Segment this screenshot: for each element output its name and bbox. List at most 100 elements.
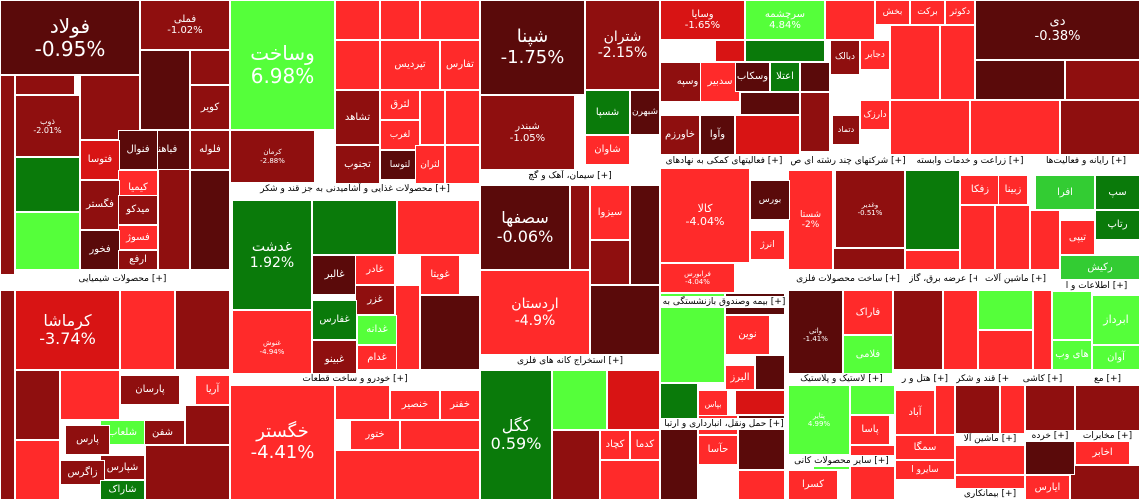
stock-tile[interactable]: اعتلا — [770, 62, 800, 92]
stock-tile[interactable]: فاراک — [843, 290, 893, 335]
treemap-cell[interactable] — [905, 250, 960, 270]
stock-tile[interactable]: غدام — [357, 345, 397, 370]
treemap-cell[interactable] — [335, 450, 480, 500]
treemap-cell[interactable] — [175, 290, 230, 370]
stock-tile[interactable]: ایارس — [1025, 475, 1070, 500]
stock-tile[interactable]: لثرق — [380, 90, 420, 120]
stock-tile[interactable]: نوین — [725, 315, 770, 355]
stock-tile[interactable]: حآسا — [698, 435, 738, 465]
stock-tile[interactable]: فسوژ — [118, 225, 158, 250]
stock-tile[interactable]: کرماشا -3.74% — [15, 290, 120, 370]
stock-tile[interactable]: سپ — [1095, 175, 1140, 210]
sector-header[interactable]: سایر محصولات کانی [+] — [788, 455, 895, 467]
sector-header[interactable]: ساخت محصولات فلزی [+] — [788, 273, 908, 285]
stock-tile[interactable]: فملی -1.02% — [140, 0, 230, 50]
stock-tile[interactable]: افرا — [1035, 175, 1095, 210]
treemap-cell[interactable] — [190, 50, 230, 85]
treemap-cell[interactable] — [1070, 465, 1140, 500]
treemap-cell[interactable] — [1025, 440, 1075, 475]
stock-tile[interactable]: پتاير 4.99% — [788, 385, 850, 455]
stock-tile[interactable]: پارس — [65, 425, 110, 455]
treemap-cell[interactable] — [955, 445, 1025, 475]
stock-tile[interactable]: بخش — [875, 0, 910, 25]
stock-tile[interactable]: ذوب -2.01% — [15, 95, 80, 157]
stock-tile[interactable]: تجنوب — [335, 145, 380, 185]
stock-tile[interactable]: دی -0.38% — [975, 0, 1140, 60]
treemap-cell[interactable] — [755, 355, 785, 390]
treemap-cell[interactable] — [15, 75, 75, 95]
treemap-cell[interactable] — [630, 185, 660, 285]
treemap-cell[interactable] — [60, 370, 120, 420]
treemap-cell[interactable] — [978, 330, 1033, 370]
treemap-cell[interactable] — [397, 200, 480, 255]
stock-tile[interactable]: اخابر — [1075, 440, 1130, 465]
stock-tile[interactable]: برکت — [910, 0, 945, 25]
stock-tile[interactable]: دکوثر — [945, 0, 975, 25]
treemap-cell[interactable] — [940, 25, 975, 100]
stock-tile[interactable]: دتماد — [832, 115, 860, 145]
treemap-cell[interactable] — [943, 290, 978, 370]
treemap-cell[interactable] — [600, 460, 660, 500]
stock-tile[interactable]: فرابورس -4.04% — [660, 263, 735, 293]
treemap-cell[interactable] — [833, 248, 905, 270]
sector-header[interactable]: رایانه و فعالیت‌ها [+] — [1032, 155, 1140, 167]
stock-tile[interactable]: خگستر -4.41% — [230, 385, 335, 500]
treemap-cell[interactable] — [735, 115, 800, 155]
stock-tile[interactable]: پارسان — [120, 375, 180, 405]
treemap-cell[interactable] — [745, 40, 825, 62]
stock-tile[interactable]: رکیش — [1060, 255, 1140, 280]
stock-tile[interactable]: شستا -2% — [788, 170, 833, 270]
treemap-cell[interactable] — [335, 0, 380, 40]
stock-tile[interactable]: سیزوا — [590, 185, 630, 240]
stock-tile[interactable]: لثران — [415, 145, 445, 185]
treemap-cell[interactable] — [380, 0, 420, 40]
stock-tile[interactable]: تشاهد — [335, 90, 380, 145]
stock-tile[interactable]: پاسا — [850, 415, 890, 445]
sector-header[interactable]: لاستیک و پلاستیک [+] — [788, 373, 895, 385]
stock-tile[interactable]: کچاد — [600, 430, 630, 460]
stock-tile[interactable]: فولاد -0.95% — [0, 0, 140, 75]
stock-tile[interactable]: وسکاب — [735, 62, 770, 92]
treemap-cell[interactable] — [825, 0, 875, 40]
stock-tile[interactable]: شتران -2.15% — [585, 0, 660, 90]
stock-tile[interactable]: وسایا -1.65% — [660, 0, 745, 40]
stock-tile[interactable]: زفکا — [960, 175, 1000, 205]
stock-tile[interactable]: خنصیر — [390, 390, 440, 420]
sector-header[interactable]: مخابرات [+] — [1075, 430, 1140, 442]
treemap-cell[interactable] — [335, 40, 380, 90]
stock-tile[interactable]: شسپا — [585, 90, 630, 135]
stock-tile[interactable]: زاگرس — [60, 460, 105, 485]
stock-tile[interactable]: تپردیس — [380, 40, 440, 90]
stock-tile[interactable]: شپنا -1.75% — [480, 0, 585, 95]
treemap-cell[interactable] — [1033, 290, 1052, 370]
stock-tile[interactable]: وساخت 6.98% — [230, 0, 335, 130]
stock-tile[interactable]: غالبر — [312, 255, 357, 295]
treemap-cell[interactable] — [570, 185, 590, 270]
stock-tile[interactable]: شفن — [140, 420, 185, 445]
treemap-cell[interactable] — [445, 90, 480, 145]
sector-header[interactable]: زراعت و خدمات وابسته [+] — [908, 155, 1032, 167]
stock-tile[interactable]: فخور — [80, 230, 120, 270]
sector-header[interactable]: قند و شکر [+] — [955, 373, 1010, 385]
stock-tile[interactable]: شبندر -1.05% — [480, 95, 575, 170]
treemap-cell[interactable] — [335, 385, 390, 420]
stock-tile[interactable]: کالا -4.04% — [660, 168, 750, 263]
treemap-cell[interactable] — [140, 50, 190, 130]
stock-tile[interactable]: فلوله — [190, 130, 230, 170]
stock-tile[interactable]: غفارس — [312, 300, 357, 340]
treemap-cell[interactable] — [0, 75, 15, 275]
sector-header[interactable]: سیمان، آهک و گچ [+] — [480, 170, 660, 182]
treemap-cell[interactable] — [445, 145, 480, 185]
stock-tile[interactable]: خفنر — [440, 390, 480, 420]
stock-tile[interactable]: اردستان -4.9% — [480, 270, 590, 355]
stock-tile[interactable]: انرژ — [750, 230, 785, 260]
sector-header[interactable]: خودرو و ساخت قطعات [+] — [230, 373, 480, 385]
stock-tile[interactable]: رتاپ — [1095, 210, 1140, 240]
treemap-cell[interactable] — [190, 170, 230, 270]
treemap-cell[interactable] — [715, 40, 745, 62]
sector-header[interactable]: محصولات شیمیایی [+] — [15, 273, 230, 285]
treemap-cell[interactable] — [890, 100, 970, 155]
stock-tile[interactable]: غادر — [355, 255, 395, 285]
treemap-cell[interactable] — [420, 0, 480, 40]
stock-tile[interactable]: شبهرن — [630, 90, 660, 135]
